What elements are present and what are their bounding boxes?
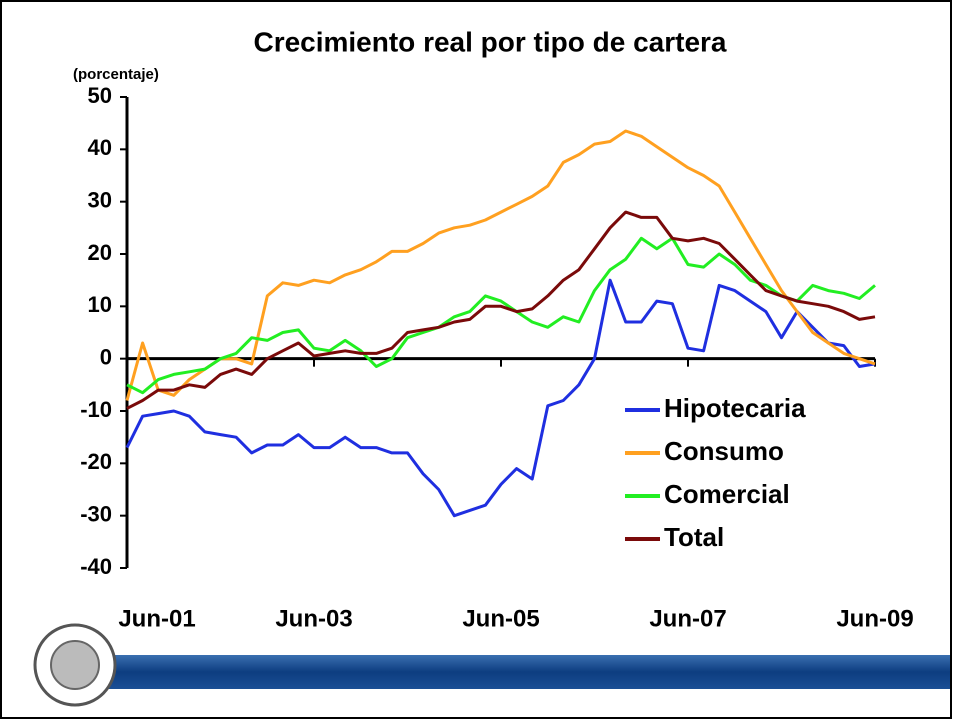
footer-band — [60, 655, 950, 689]
x-tick-label: Jun-01 — [118, 605, 195, 632]
x-tick-label: Jun-03 — [275, 605, 352, 632]
line-series — [126, 210, 876, 410]
y-tick-label: -40 — [80, 554, 112, 579]
legend-label: Comercial — [664, 479, 790, 509]
y-axis-label: (porcentaje) — [73, 66, 159, 83]
legend-label: Hipotecaria — [664, 393, 806, 423]
y-tick-label: -10 — [80, 397, 112, 422]
y-tick-label: 20 — [88, 240, 112, 265]
x-tick-label: Jun-09 — [836, 605, 913, 632]
legend-label: Consumo — [664, 436, 784, 466]
y-tick-label: 40 — [88, 135, 112, 160]
x-tick-label: Jun-05 — [462, 605, 539, 632]
y-tick-label: 30 — [88, 187, 112, 212]
chart-title: Crecimiento real por tipo de cartera — [253, 26, 726, 57]
legend-label: Total — [664, 522, 724, 552]
y-tick-label: 10 — [88, 292, 112, 317]
line-series — [126, 236, 876, 395]
line-series — [125, 278, 876, 518]
x-tick-label: Jun-07 — [649, 605, 726, 632]
y-tick-label: -30 — [80, 501, 112, 526]
y-tick-label: 50 — [88, 83, 112, 108]
y-tick-label: 0 — [100, 344, 112, 369]
logo-inner — [50, 640, 100, 690]
y-tick-label: -20 — [80, 449, 112, 474]
line-series — [125, 129, 876, 401]
